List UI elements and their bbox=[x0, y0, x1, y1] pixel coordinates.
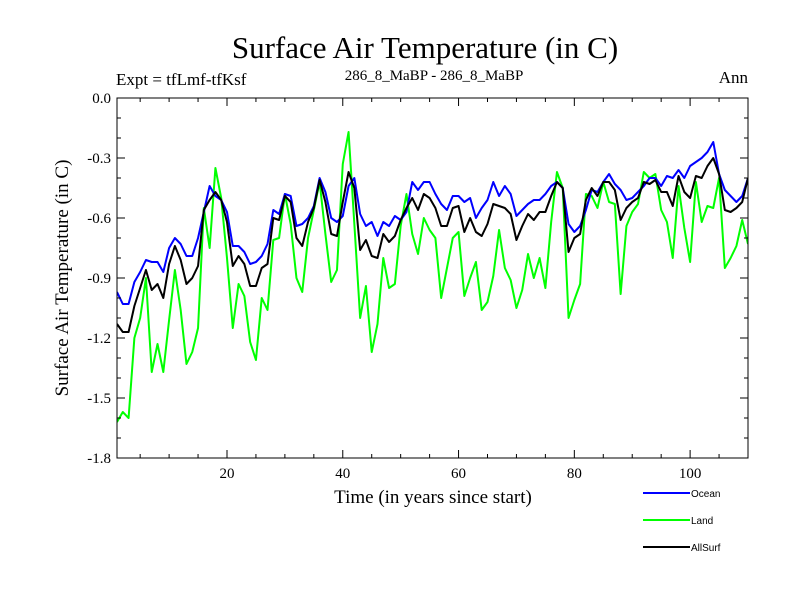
chart-title: Surface Air Temperature (in C) bbox=[232, 30, 618, 65]
run-comparison-label: 286_8_MaBP - 286_8_MaBP bbox=[345, 68, 524, 84]
y-axis-label: Surface Air Temperature (in C) bbox=[52, 160, 73, 397]
y-tick-label: -0.3 bbox=[87, 151, 111, 167]
y-tick-label: -1.8 bbox=[87, 451, 111, 467]
period-label: Ann bbox=[719, 68, 749, 87]
legend-label-land: Land bbox=[691, 516, 713, 527]
x-tick-label: 100 bbox=[679, 466, 702, 482]
legend-label-ocean: Ocean bbox=[691, 489, 720, 500]
y-tick-label: -1.2 bbox=[87, 331, 111, 347]
x-tick-label: 80 bbox=[567, 466, 582, 482]
x-axis-label: Time (in years since start) bbox=[334, 487, 532, 508]
legend: Ocean Land AllSurf bbox=[643, 489, 721, 554]
plot-frame bbox=[116, 97, 749, 459]
y-tick-label: -1.5 bbox=[87, 391, 111, 407]
x-tick-label: 60 bbox=[451, 466, 466, 482]
y-tick-label: 0.0 bbox=[92, 91, 111, 107]
y-tick-label: -0.9 bbox=[87, 271, 111, 287]
series-layer bbox=[117, 131, 748, 423]
y-axis: -1.8 -1.5 -1.2 -0.9 -0.6 -0.3 0.0 bbox=[87, 91, 748, 467]
x-tick-label: 20 bbox=[219, 466, 234, 482]
series-line-land bbox=[117, 131, 748, 423]
x-axis: 20 40 60 80 100 bbox=[139, 98, 749, 482]
y-tick-label: -0.6 bbox=[87, 211, 111, 227]
legend-label-allsurf: AllSurf bbox=[691, 543, 721, 554]
experiment-label: Expt = tfLmf-tfKsf bbox=[116, 70, 247, 89]
x-tick-label: 40 bbox=[335, 466, 350, 482]
series-line-allsurf bbox=[117, 157, 748, 333]
